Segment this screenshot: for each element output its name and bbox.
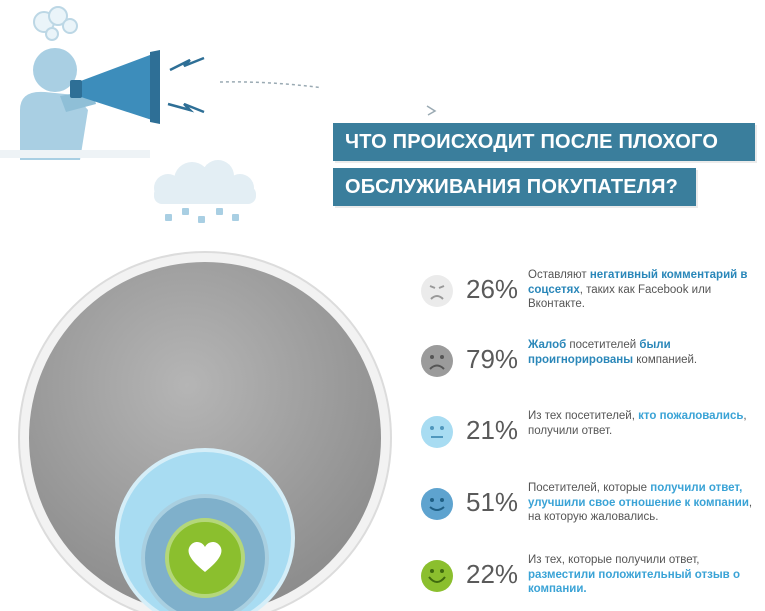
- title-line-2: ОБСЛУЖИВАНИЯ ПОКУПАТЕЛЯ?: [333, 168, 696, 206]
- person-head: [33, 48, 77, 92]
- thumbs-down-cloud-illustration: [154, 160, 256, 223]
- heart-icon: [188, 541, 222, 572]
- steam-cloud-icon: [33, 6, 78, 41]
- stat-text: Жалоб посетителей были проигнорированы к…: [528, 339, 698, 366]
- dashed-arrow: [219, 81, 320, 89]
- sound-wave-icon: [169, 56, 205, 72]
- concentric-circles-chart: [18, 251, 392, 611]
- stat-row: 26% Оставляют негативный комментарий в с…: [420, 268, 760, 318]
- slight-smile-face-icon: [421, 488, 453, 520]
- stat-text: Оставляют негативный комментарий в соцсе…: [528, 269, 748, 310]
- stat-row: 51% Посетителей, которые получили ответ,…: [420, 481, 760, 531]
- sound-wave-icon: [167, 102, 205, 114]
- stat-row: 21% Из тех посетителей, кто пожаловались…: [420, 409, 760, 459]
- megaphone-person-illustration: [0, 6, 320, 160]
- title-line-1: ЧТО ПРОИСХОДИТ ПОСЛЕ ПЛОХОГО: [333, 123, 755, 161]
- sad-face-icon: [421, 345, 453, 377]
- stat-row: 22% Из тех, которые получили ответ, разм…: [420, 553, 760, 603]
- stat-percent: 79%: [466, 344, 519, 374]
- stat-percent: 51%: [466, 487, 519, 517]
- stat-percent: 22%: [466, 559, 519, 589]
- stat-text: Из тех посетителей, кто пожаловались, по…: [528, 410, 747, 437]
- thumbs-down-icon: [165, 208, 239, 223]
- angry-face-icon: [421, 275, 453, 307]
- neutral-face-icon: [421, 416, 453, 448]
- stat-percent: 26%: [466, 274, 519, 304]
- stat-percent: 21%: [466, 415, 519, 445]
- happy-face-icon: [421, 560, 453, 592]
- arrow-head-icon: [426, 105, 437, 116]
- stat-text: Из тех, которые получили ответ, размести…: [528, 554, 740, 595]
- megaphone-icon: [70, 50, 160, 124]
- stat-text: Посетителей, которые получили ответ, улу…: [528, 482, 753, 523]
- stat-row: 79% Жалоб посетителей были проигнорирова…: [420, 338, 760, 388]
